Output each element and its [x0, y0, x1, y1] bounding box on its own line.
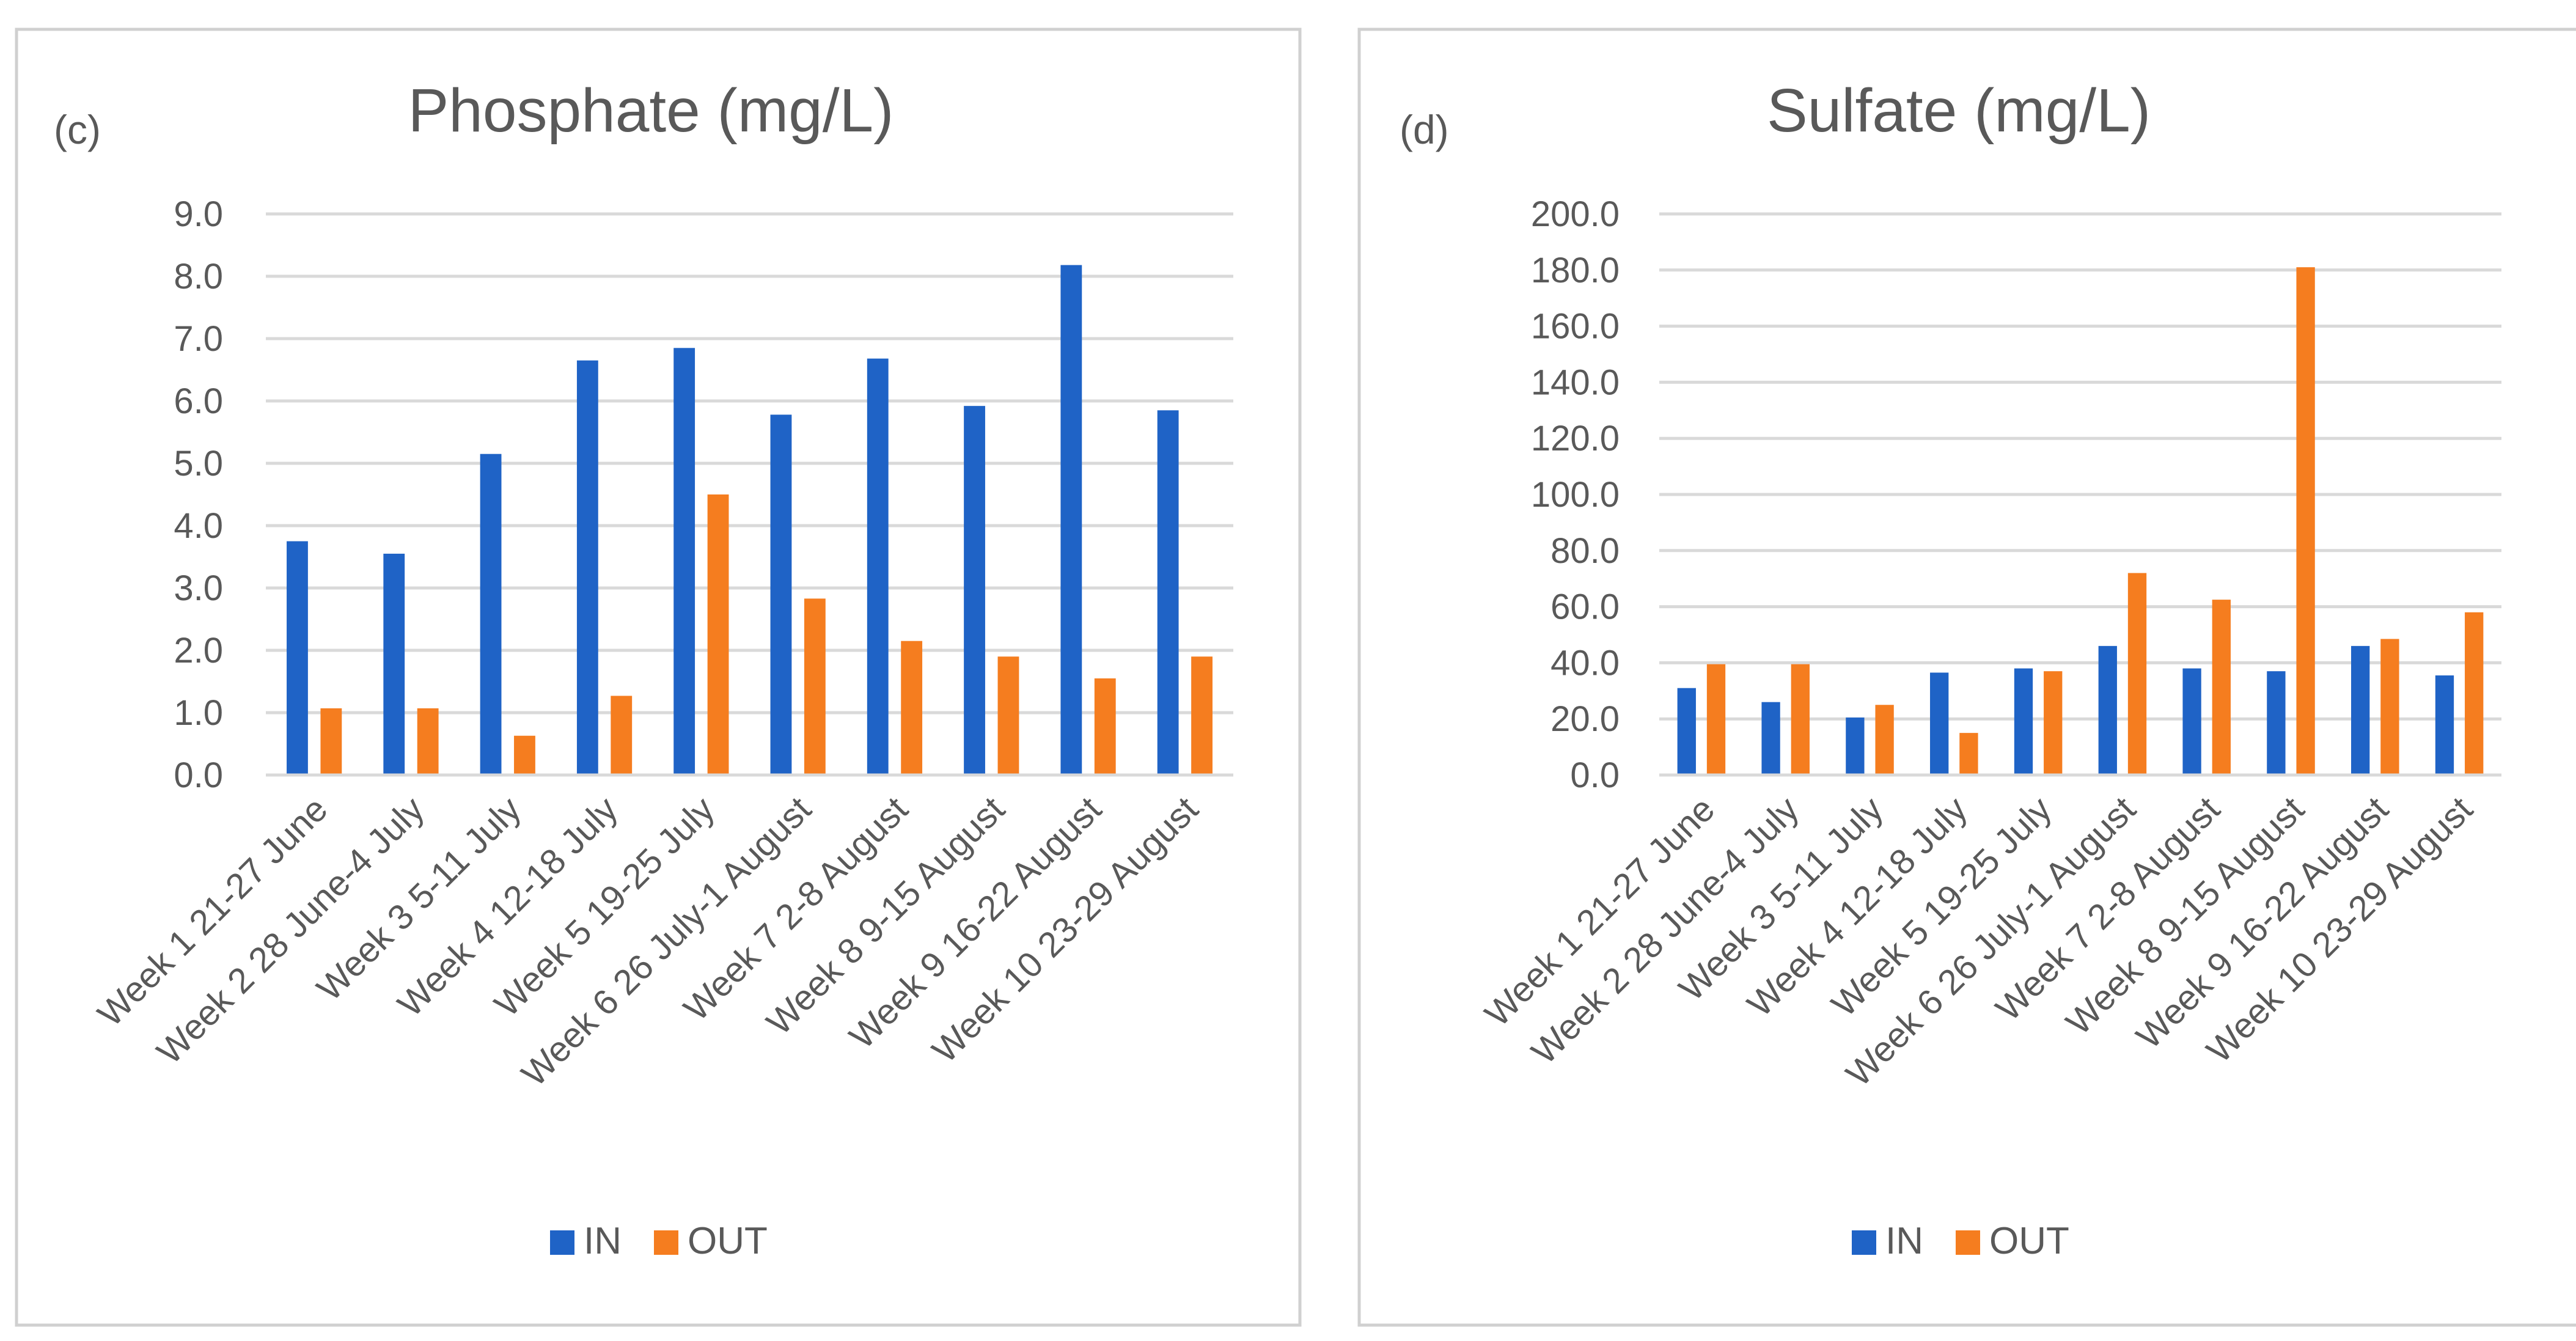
legend-label-in: IN — [584, 1220, 622, 1262]
y-tick-label: 1.0 — [174, 693, 223, 733]
chart-frame — [15, 28, 1302, 1327]
bar-out — [1791, 664, 1810, 775]
bar-in — [964, 406, 985, 775]
y-tick-label: 0.0 — [1570, 755, 1620, 795]
bar-in — [867, 358, 889, 775]
bar-out — [1191, 656, 1213, 775]
bar-out — [2212, 600, 2231, 775]
legend-swatch-in — [1852, 1230, 1876, 1255]
y-tick-label: 40.0 — [1550, 643, 1620, 683]
bar-in — [2014, 668, 2033, 775]
bar-in — [2182, 668, 2201, 775]
y-tick-label: 200.0 — [1531, 194, 1620, 234]
chart-title: Sulfate (mg/L) — [1767, 76, 2151, 145]
bar-in — [770, 414, 792, 775]
legend-label-out: OUT — [1989, 1220, 2069, 1262]
bar-out — [320, 708, 342, 775]
y-tick-label: 5.0 — [174, 444, 223, 483]
bar-in — [1677, 688, 1696, 775]
y-tick-label: 8.0 — [174, 257, 223, 296]
chart-frame — [1357, 28, 2576, 1327]
legend-label-in: IN — [1885, 1220, 1923, 1262]
bar-in — [287, 541, 308, 775]
y-tick-label: 120.0 — [1531, 419, 1620, 458]
bar-in — [673, 348, 695, 775]
y-tick-label: 9.0 — [174, 194, 223, 234]
bar-in — [2435, 675, 2454, 775]
legend-swatch-out — [1956, 1230, 1980, 1255]
bar-out — [2044, 671, 2063, 775]
bar-out — [1094, 678, 1116, 775]
bar-in — [2098, 645, 2117, 775]
bar-in — [383, 553, 405, 775]
legend-swatch-in — [550, 1230, 574, 1255]
bar-in — [1060, 265, 1082, 775]
bar-out — [901, 641, 923, 775]
panel-label: (c) — [54, 107, 101, 152]
y-tick-label: 20.0 — [1550, 699, 1620, 739]
y-tick-label: 180.0 — [1531, 251, 1620, 290]
bar-out — [1875, 705, 1894, 775]
panel-label: (d) — [1400, 107, 1449, 152]
bar-out — [2296, 267, 2315, 776]
bar-out — [804, 598, 826, 775]
bar-in — [1761, 702, 1780, 775]
y-tick-label: 60.0 — [1550, 587, 1620, 627]
sulfate-chart: Sulfate (mg/L) (d) 0.0 20.0 40.0 60.0 80.0 100.… — [1357, 28, 2576, 1327]
bar-in — [1930, 672, 1949, 775]
bar-out — [2380, 639, 2399, 775]
bar-out — [707, 494, 729, 775]
bar-in — [2267, 671, 2286, 775]
bar-out — [1706, 664, 1726, 775]
legend-label-out: OUT — [688, 1220, 768, 1262]
y-tick-label: 0.0 — [174, 755, 223, 795]
y-tick-label: 7.0 — [174, 319, 223, 359]
bar-out — [997, 656, 1019, 775]
bar-out — [2127, 573, 2147, 775]
y-tick-label: 140.0 — [1531, 362, 1620, 402]
y-tick-label: 3.0 — [174, 568, 223, 608]
y-tick-label: 6.0 — [174, 381, 223, 421]
bar-out — [417, 708, 439, 775]
y-tick-label: 2.0 — [174, 631, 223, 670]
bar-in — [480, 454, 502, 775]
bar-in — [576, 360, 598, 775]
phosphate-chart: Phosphate (mg/L) (c) 0.0 1.0 2.0 3.0 4.0 5.0 6.0… — [15, 28, 1302, 1327]
y-tick-label: 80.0 — [1550, 531, 1620, 571]
bar-in — [1846, 717, 1865, 775]
legend-swatch-out — [654, 1230, 678, 1255]
y-tick-label: 100.0 — [1531, 475, 1620, 515]
chart-title: Phosphate (mg/L) — [408, 76, 894, 145]
bar-in — [2351, 645, 2370, 775]
bar-out — [611, 696, 633, 775]
y-tick-label: 160.0 — [1531, 307, 1620, 347]
bar-out — [514, 735, 535, 775]
bar-out — [2465, 612, 2484, 775]
bar-in — [1157, 410, 1179, 775]
y-tick-label: 4.0 — [174, 506, 223, 546]
bar-out — [1959, 733, 1978, 775]
